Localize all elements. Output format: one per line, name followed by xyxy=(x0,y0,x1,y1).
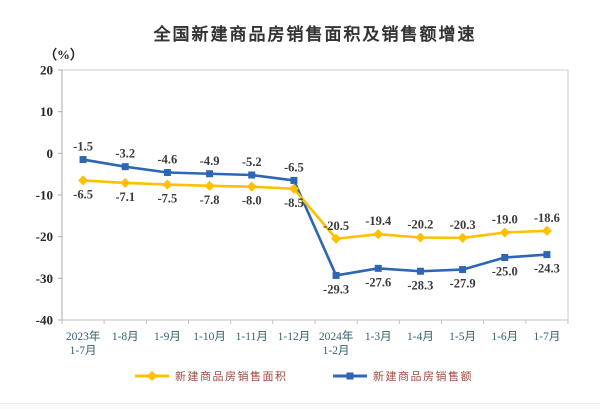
sales-amount-marker xyxy=(79,156,87,164)
x-tick-label: 1-8月 xyxy=(112,331,139,343)
y-axis-unit-label: （%） xyxy=(44,47,84,62)
y-tick-label: -20 xyxy=(36,229,53,244)
sales-amount-marker xyxy=(501,254,509,261)
sales-amount-line xyxy=(82,158,548,277)
sales-area-data-label: -7.5 xyxy=(158,192,178,206)
sales-area-marker xyxy=(457,232,468,243)
x-tick-label: 1-4月 xyxy=(407,331,434,343)
legend-label-sales-area: 新建商品房销售面积 xyxy=(175,371,288,383)
sales-amount-data-label: -29.3 xyxy=(323,282,349,296)
x-tick-label: 2023年 xyxy=(66,329,101,343)
sales-amount-marker xyxy=(374,264,382,272)
y-tick-label: -30 xyxy=(36,271,53,286)
sales-area-marker xyxy=(246,181,257,192)
sales-amount-data-label: -24.3 xyxy=(534,262,560,276)
sales-area-data-label: -19.4 xyxy=(365,214,392,228)
sales-area-data-label: -7.1 xyxy=(115,190,135,204)
sales-amount-marker xyxy=(332,271,340,279)
x-tick-label: 1-3月 xyxy=(365,331,392,343)
sales-area-data-label: -6.5 xyxy=(73,187,93,201)
sales-amount-data-label: -25.0 xyxy=(492,265,518,279)
sales-amount-data-label: -28.3 xyxy=(407,278,433,292)
y-tick-label: 10 xyxy=(40,104,53,119)
sales-area-legend-swatch xyxy=(135,370,169,382)
sales-area-marker xyxy=(499,227,510,238)
sales-amount-legend-swatch xyxy=(333,372,367,380)
sales-area-marker xyxy=(541,225,552,236)
legend-item-sales-area: 新建商品房销售面积 xyxy=(135,368,288,384)
x-tick-label: 1-9月 xyxy=(154,331,181,343)
sales-amount-data-label: -27.6 xyxy=(365,275,391,289)
sales-area-legend-marker xyxy=(146,370,158,382)
sales-amount-data-label: -1.5 xyxy=(73,140,93,154)
sales-area-marker xyxy=(373,229,384,240)
sales-area-data-label: -19.0 xyxy=(492,213,518,227)
sales-amount-data-label: -4.6 xyxy=(158,153,178,167)
chart-title: 全国新建商品房销售面积及销售额增速 xyxy=(153,25,477,44)
y-tick-label: 20 xyxy=(40,63,53,78)
sales-area-data-label: -7.8 xyxy=(200,193,220,207)
sales-area-data-label: -18.6 xyxy=(534,211,560,225)
sales-area-data-label: -8.5 xyxy=(284,196,304,210)
sales-amount-marker xyxy=(163,169,171,176)
sales-area-marker xyxy=(162,179,173,190)
bottom-strip xyxy=(0,403,600,409)
sales-amount-data-label: -6.5 xyxy=(284,160,304,174)
legend-item-sales-amount: 新建商品房销售额 xyxy=(333,368,473,384)
y-tick-label: -40 xyxy=(36,313,53,328)
sales-area-data-label: -20.5 xyxy=(323,219,349,233)
legend: 新建商品房销售面积 新建商品房销售额 xyxy=(0,368,600,388)
y-tick-label: -10 xyxy=(36,188,53,203)
sales-area-marker xyxy=(415,232,426,243)
sales-amount-marker xyxy=(206,170,214,178)
sales-amount-marker xyxy=(543,251,551,259)
x-tick-label: 1-5月 xyxy=(449,331,476,343)
sales-amount-data-label: -4.9 xyxy=(200,154,220,168)
sales-area-data-label: -20.2 xyxy=(407,218,433,232)
sales-area-marker xyxy=(78,175,89,186)
sales-area-marker xyxy=(331,233,342,244)
x-tick-label: 1-7月 xyxy=(533,331,560,343)
x-tick-label: 1-7月 xyxy=(70,345,97,357)
x-tick-label: 1-12月 xyxy=(278,331,311,343)
y-tick-label: 0 xyxy=(47,146,54,161)
sales-amount-legend-marker xyxy=(346,372,354,380)
sales-amount-data-label: -3.2 xyxy=(115,147,135,161)
sales-amount-marker xyxy=(459,266,467,274)
x-tick-label: 1-11月 xyxy=(236,331,268,343)
x-tick-label: 1-2月 xyxy=(323,345,350,357)
legend-label-sales-amount: 新建商品房销售额 xyxy=(373,371,473,383)
sales-area-line xyxy=(83,179,547,241)
sales-area-marker xyxy=(204,180,215,191)
sales-amount-marker xyxy=(416,267,424,275)
sales-area-marker xyxy=(120,177,131,188)
sales-amount-marker xyxy=(290,176,298,184)
x-tick-label: 2024年 xyxy=(319,329,354,343)
sales-amount-marker xyxy=(121,163,129,171)
sales-amount-data-label: -27.9 xyxy=(450,277,476,291)
sales-area-data-label: -8.0 xyxy=(242,194,262,208)
sales-amount-marker xyxy=(248,171,256,179)
sales-area-data-label: -20.3 xyxy=(450,218,476,232)
sales-amount-data-label: -5.2 xyxy=(242,155,262,169)
x-tick-label: 1-6月 xyxy=(491,331,518,343)
sales-area-marker xyxy=(288,183,299,194)
x-tick-label: 1-10月 xyxy=(193,331,226,343)
